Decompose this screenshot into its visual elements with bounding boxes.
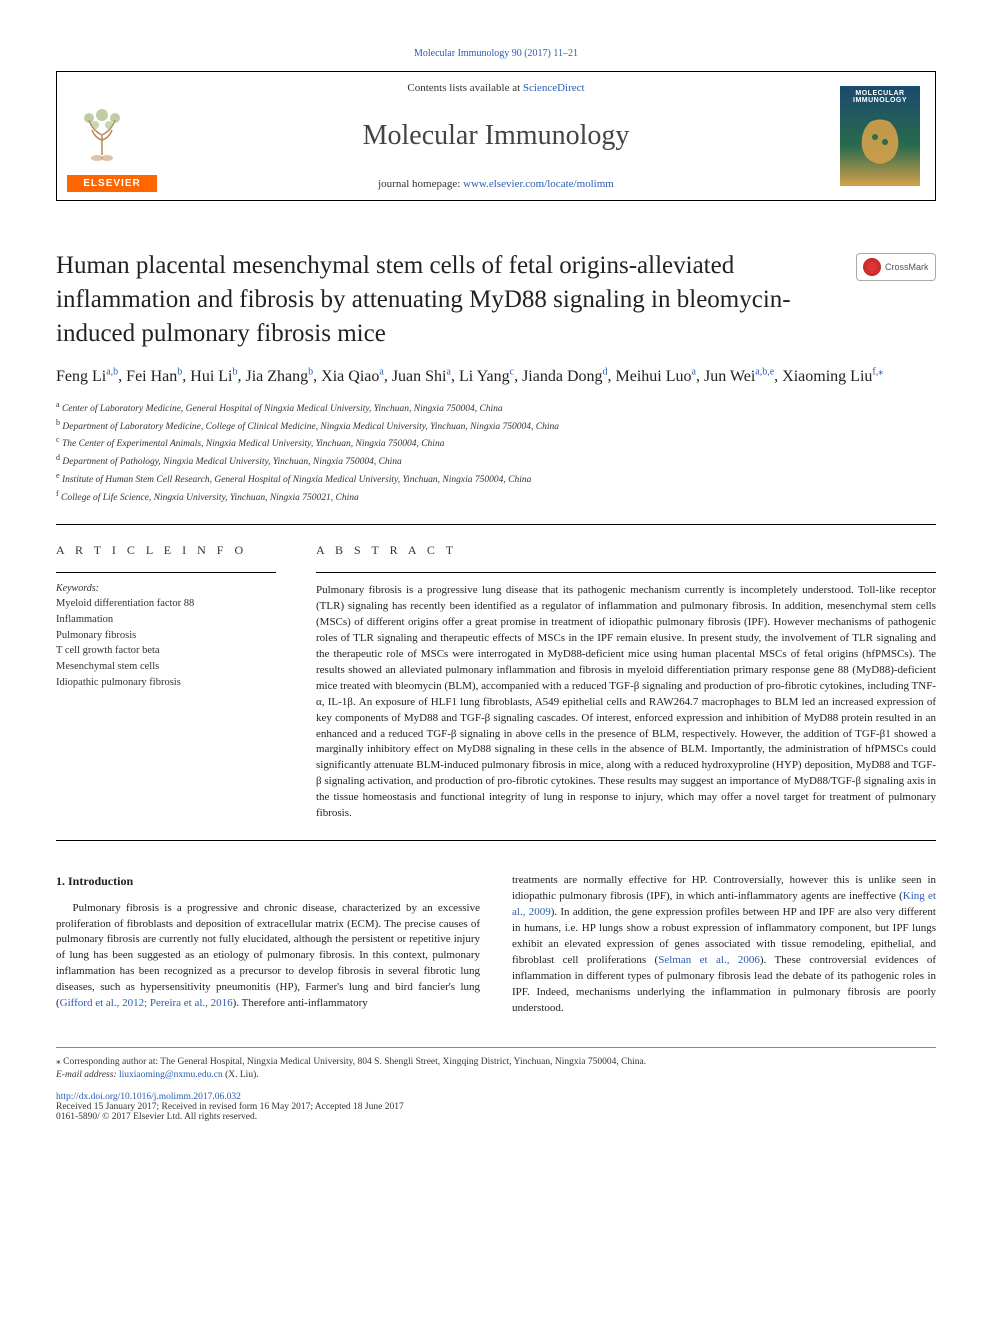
affiliation: a Center of Laboratory Medicine, General… xyxy=(56,399,936,417)
keyword: Inflammation xyxy=(56,612,276,628)
body-column-left: 1. Introduction Pulmonary fibrosis is a … xyxy=(56,873,480,1016)
body-two-column: 1. Introduction Pulmonary fibrosis is a … xyxy=(56,873,936,1016)
author: Li Yangc xyxy=(459,368,514,385)
elsevier-tree-icon xyxy=(67,100,137,170)
elsevier-wordmark: ELSEVIER xyxy=(67,175,157,192)
author-aff-sup: a xyxy=(379,366,383,377)
homepage-prefix: journal homepage: xyxy=(378,178,463,190)
journal-cover: MOLECULAR IMMUNOLOGY xyxy=(840,86,920,186)
keyword: Idiopathic pulmonary fibrosis xyxy=(56,675,276,691)
doi-link[interactable]: http://dx.doi.org/10.1016/j.molimm.2017.… xyxy=(56,1092,241,1102)
author-aff-sup: f,⁎ xyxy=(872,366,883,377)
email-suffix: (X. Liu). xyxy=(223,1070,259,1080)
copyright-line: 0161-5890/ © 2017 Elsevier Ltd. All righ… xyxy=(56,1112,936,1122)
intro-text-1: Pulmonary fibrosis is a progressive and … xyxy=(56,902,480,1010)
top-citation: Molecular Immunology 90 (2017) 11–21 xyxy=(56,48,936,59)
author-aff-sup: a,b,e xyxy=(755,366,774,377)
abstract-text: Pulmonary fibrosis is a progressive lung… xyxy=(316,583,936,822)
keyword: Myeloid differentiation factor 88 xyxy=(56,596,276,612)
affiliations-list: a Center of Laboratory Medicine, General… xyxy=(56,399,936,507)
author: Hui Lib xyxy=(190,368,237,385)
keywords-list: Myeloid differentiation factor 88Inflamm… xyxy=(56,596,276,691)
author: Meihui Luoa xyxy=(616,368,696,385)
contents-prefix: Contents lists available at xyxy=(407,82,522,94)
author-aff-sup: b xyxy=(233,366,238,377)
crossmark-label: CrossMark xyxy=(885,262,929,272)
author: Xiaoming Liuf,⁎ xyxy=(782,368,883,385)
info-divider xyxy=(56,572,276,573)
intro-text-1-tail: ). Therefore anti-inflammatory xyxy=(233,997,368,1009)
divider-1 xyxy=(56,524,936,525)
doi-line: http://dx.doi.org/10.1016/j.molimm.2017.… xyxy=(56,1092,936,1102)
elsevier-logo: ELSEVIER xyxy=(67,100,157,192)
author-aff-sup: d xyxy=(603,366,608,377)
affiliation: c The Center of Experimental Animals, Ni… xyxy=(56,434,936,452)
cover-title-2: IMMUNOLOGY xyxy=(853,97,907,104)
cover-title-1: MOLECULAR xyxy=(855,90,904,97)
article-title: Human placental mesenchymal stem cells o… xyxy=(56,249,836,350)
author: Jun Weia,b,e xyxy=(704,368,774,385)
divider-2 xyxy=(56,840,936,841)
corr-marker: ⁎ xyxy=(56,1057,61,1067)
cover-graphic-icon xyxy=(850,112,910,172)
journal-header: ELSEVIER Contents lists available at Sci… xyxy=(56,71,936,201)
email-link[interactable]: liuxiaoming@nxmu.edu.cn xyxy=(119,1070,223,1080)
affiliation: e Institute of Human Stem Cell Research,… xyxy=(56,470,936,488)
intro-para-1: Pulmonary fibrosis is a progressive and … xyxy=(56,901,480,1013)
author-aff-sup: a xyxy=(692,366,696,377)
author-aff-sup: c xyxy=(510,366,514,377)
header-center: Contents lists available at ScienceDirec… xyxy=(167,72,825,200)
abstract-divider xyxy=(316,572,936,573)
citation-link-3[interactable]: Selman et al., 2006 xyxy=(658,954,760,966)
keyword: Mesenchymal stem cells xyxy=(56,659,276,675)
author: Jianda Dongd xyxy=(522,368,607,385)
abstract-heading: A B S T R A C T xyxy=(316,543,936,558)
sciencedirect-link[interactable]: ScienceDirect xyxy=(523,82,585,94)
author-aff-sup: a,b xyxy=(106,366,118,377)
top-citation-link[interactable]: Molecular Immunology 90 (2017) 11–21 xyxy=(414,48,578,59)
keywords-label: Keywords: xyxy=(56,583,276,594)
intro-text-2a: treatments are normally effective for HP… xyxy=(512,874,936,902)
homepage-line: journal homepage: www.elsevier.com/locat… xyxy=(187,178,805,190)
affiliation: d Department of Pathology, Ningxia Medic… xyxy=(56,452,936,470)
journal-cover-area: MOLECULAR IMMUNOLOGY xyxy=(825,72,935,200)
citation-link-1[interactable]: Gifford et al., 2012; Pereira et al., 20… xyxy=(60,997,233,1009)
author: Feng Lia,b xyxy=(56,368,118,385)
authors-list: Feng Lia,b, Fei Hanb, Hui Lib, Jia Zhang… xyxy=(56,364,936,388)
keyword: T cell growth factor beta xyxy=(56,643,276,659)
footer-divider xyxy=(56,1047,936,1048)
crossmark-badge[interactable]: CrossMark xyxy=(856,253,936,281)
corr-text: Corresponding author at: The General Hos… xyxy=(63,1057,646,1067)
corresponding-author-footnote: ⁎ Corresponding author at: The General H… xyxy=(56,1056,936,1083)
homepage-link[interactable]: www.elsevier.com/locate/molimm xyxy=(463,178,614,190)
publisher-logo-area: ELSEVIER xyxy=(57,72,167,200)
intro-para-2: treatments are normally effective for HP… xyxy=(512,873,936,1016)
affiliation: b Department of Laboratory Medicine, Col… xyxy=(56,417,936,435)
body-column-right: treatments are normally effective for HP… xyxy=(512,873,936,1016)
article-info-column: A R T I C L E I N F O Keywords: Myeloid … xyxy=(56,543,276,822)
author-aff-sup: a xyxy=(446,366,450,377)
author: Xia Qiaoa xyxy=(321,368,384,385)
author: Juan Shia xyxy=(392,368,451,385)
received-dates: Received 15 January 2017; Received in re… xyxy=(56,1102,936,1112)
introduction-heading: 1. Introduction xyxy=(56,873,480,890)
journal-name: Molecular Immunology xyxy=(187,120,805,152)
abstract-column: A B S T R A C T Pulmonary fibrosis is a … xyxy=(316,543,936,822)
author: Fei Hanb xyxy=(126,368,182,385)
affiliation: f College of Life Science, Ningxia Unive… xyxy=(56,488,936,506)
author-aff-sup: b xyxy=(177,366,182,377)
keyword: Pulmonary fibrosis xyxy=(56,628,276,644)
contents-lists-line: Contents lists available at ScienceDirec… xyxy=(187,82,805,94)
email-label: E-mail address: xyxy=(56,1070,119,1080)
article-info-heading: A R T I C L E I N F O xyxy=(56,543,276,558)
author-aff-sup: b xyxy=(308,366,313,377)
author: Jia Zhangb xyxy=(246,368,314,385)
crossmark-icon xyxy=(863,258,881,276)
